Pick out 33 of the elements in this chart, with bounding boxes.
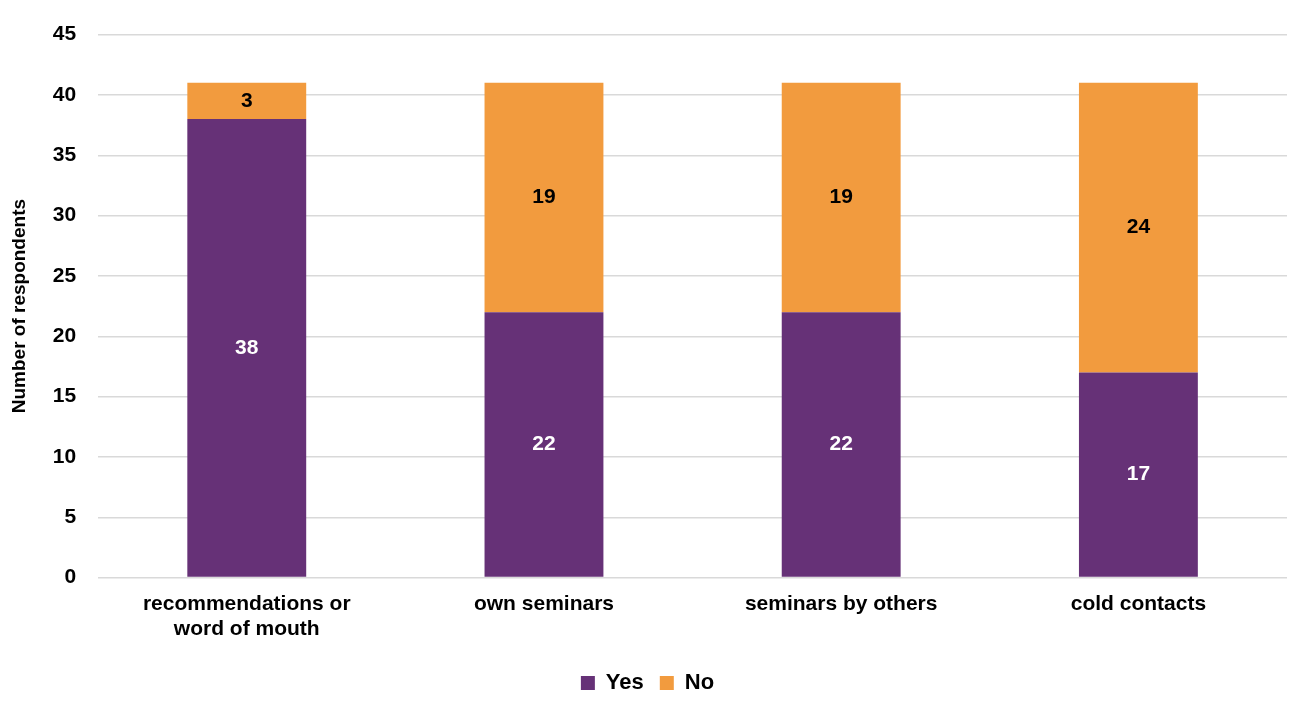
bar [781,82,901,313]
y-tick-label: 0 [64,564,77,588]
y-tick-label: 15 [52,383,77,407]
x-tick-label: cold contacts [1070,591,1207,614]
bar [187,119,307,577]
bar [1078,82,1198,373]
y-tick-label: 40 [52,81,77,105]
bar [1078,372,1198,577]
data-label: 17 [1126,461,1151,485]
y-tick-label: 20 [52,323,77,347]
x-tick-label: seminars by others [744,591,938,614]
y-axis-title: Number of respondents [7,198,29,414]
data-label: 38 [235,334,259,358]
data-label: 22 [829,431,853,455]
y-tick-label: 30 [52,202,77,226]
legend-label: No [684,669,715,695]
y-tick-label: 5 [64,504,77,528]
bar [781,312,901,577]
data-label: 24 [1126,214,1151,238]
y-tick-label: 10 [52,443,77,467]
bar [187,82,307,120]
x-tick-label: own seminars [473,591,615,614]
data-label: 22 [532,431,556,455]
data-label: 19 [829,184,853,208]
bar [484,312,604,577]
legend-label: Yes [605,669,644,695]
data-label: 19 [532,184,556,208]
y-tick-label: 35 [52,142,77,166]
y-tick-label: 25 [52,262,77,286]
x-tick-label: recommendations or word of mouth [142,591,351,640]
bar [484,82,604,313]
data-label: 3 [240,87,253,111]
y-tick-label: 45 [52,21,77,45]
